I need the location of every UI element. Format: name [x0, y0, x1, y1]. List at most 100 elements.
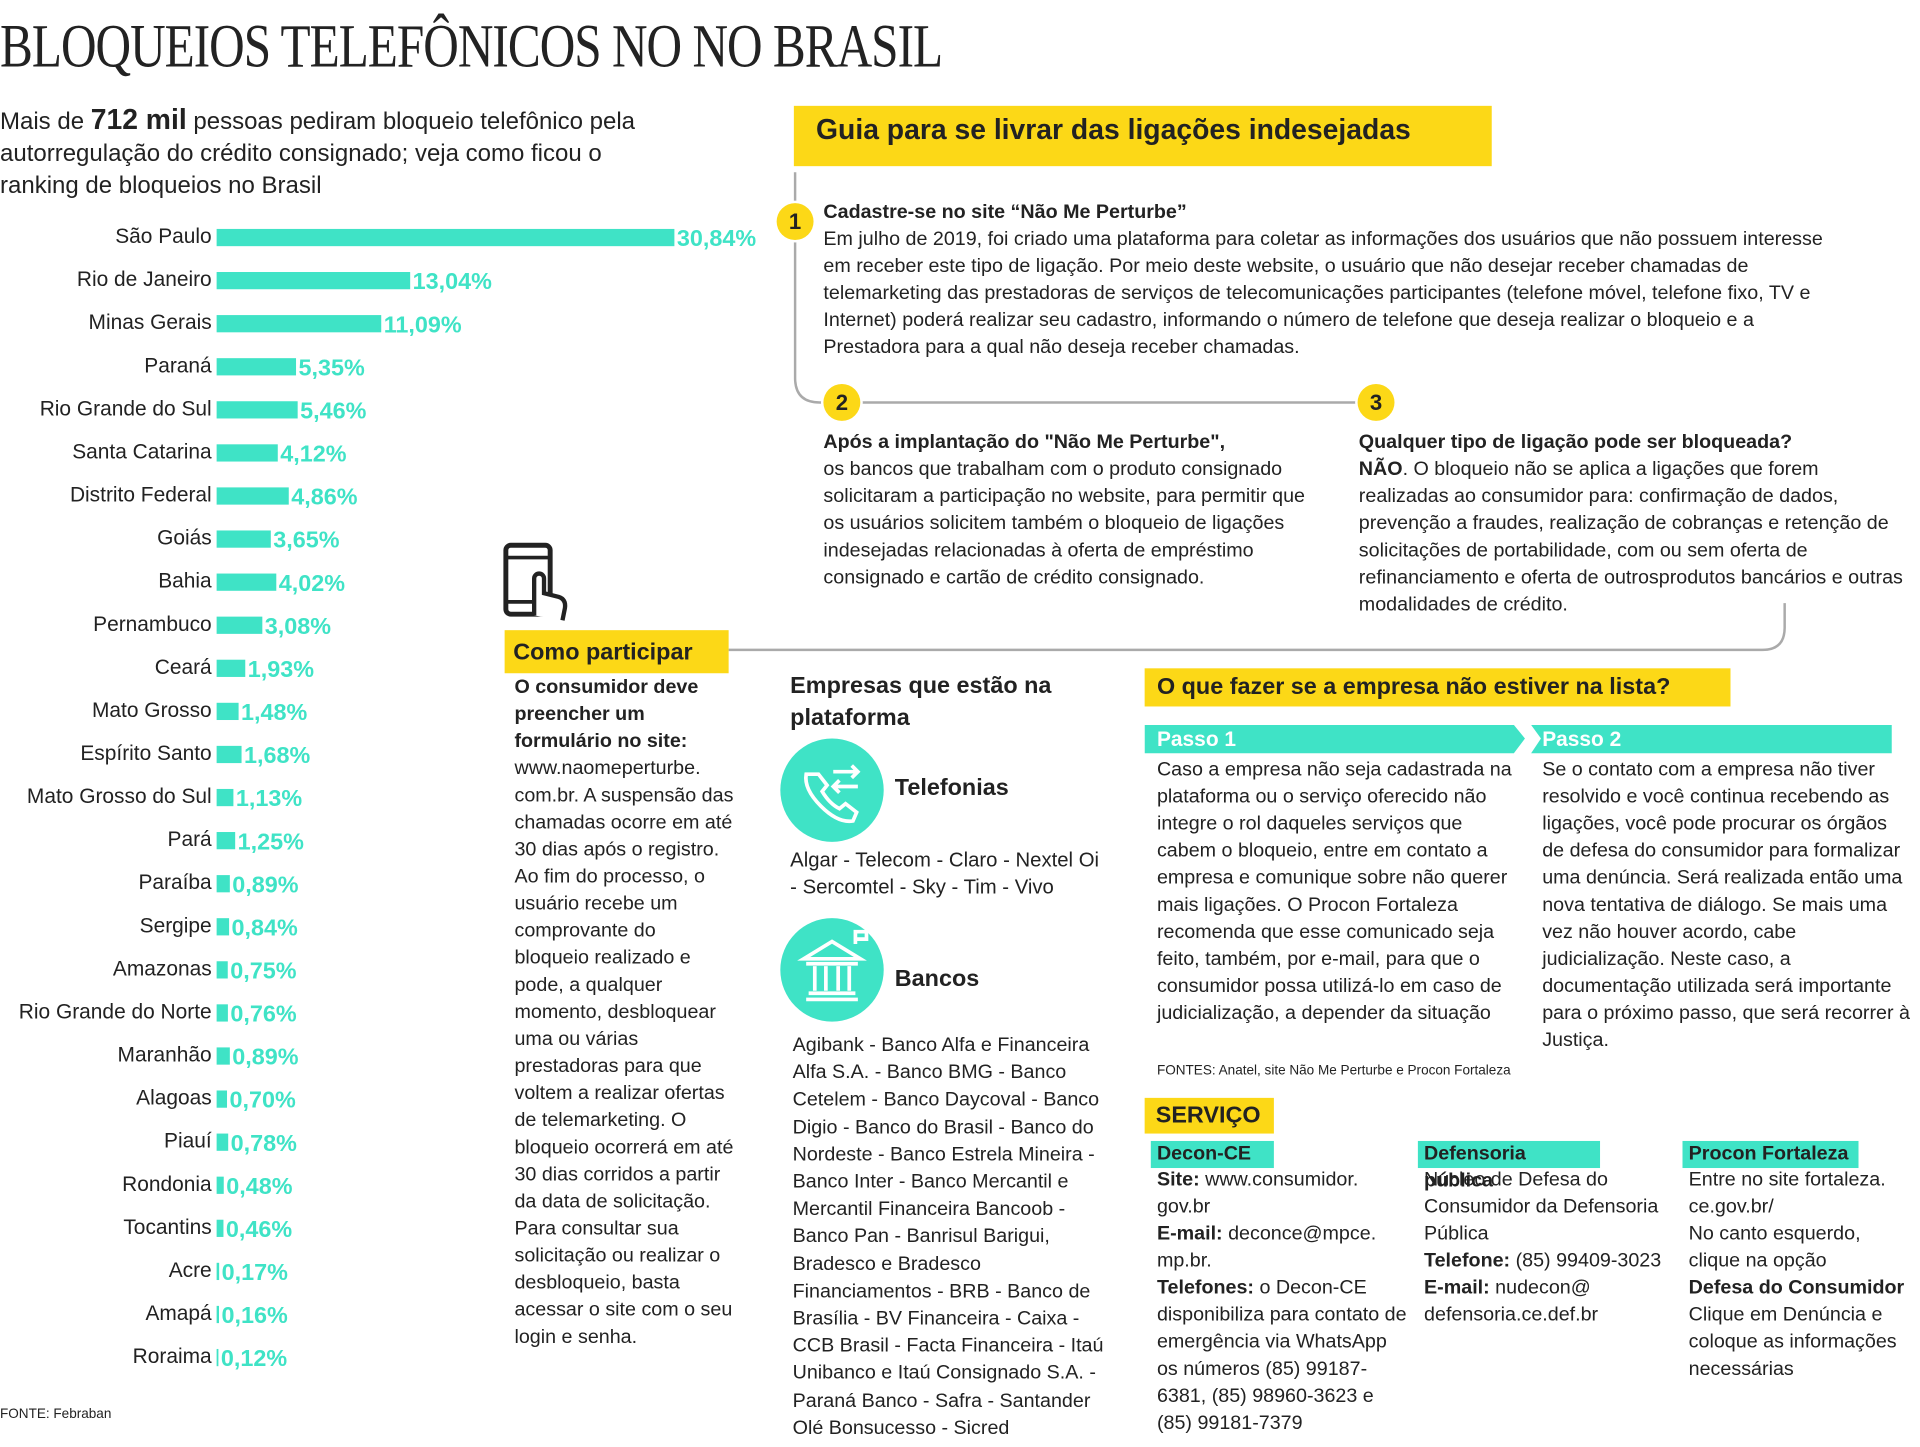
icon-shape: [804, 772, 859, 824]
bar: [216, 1133, 229, 1151]
value-label: 0,89%: [232, 871, 298, 897]
bar: [216, 1176, 224, 1194]
contact-item: No canto esquerdo, clique na opção: [1689, 1221, 1917, 1275]
bank-icon: [780, 918, 884, 1022]
value-label: 1,93%: [248, 656, 314, 682]
section-title: SERVIÇO: [1144, 1097, 1274, 1134]
column-body: Site: www.consumidor. gov.br E-mail: deco…: [1157, 1167, 1409, 1438]
value-label: 11,09%: [384, 311, 462, 337]
intro-highlight: 712 mil: [90, 103, 187, 136]
bar: [216, 1219, 224, 1237]
bar: [216, 530, 271, 548]
company-list: Algar - Telecom - Claro - Nextel Oi - Se…: [790, 849, 1100, 899]
bar: [216, 487, 289, 505]
value-label: 0,48%: [226, 1173, 292, 1199]
value-label: 0,75%: [230, 958, 296, 984]
contact-item: Núcleo de Defesa do Consumidor da Defens…: [1424, 1167, 1670, 1248]
value-label: 1,48%: [241, 699, 307, 725]
value-label: 1,68%: [244, 742, 310, 768]
category-label: Ceará: [155, 656, 212, 679]
bar: [216, 961, 228, 979]
banner: [1531, 724, 1892, 754]
contact-label: Telefones:: [1156, 1277, 1254, 1299]
contact-item: Telefones: o Decon-CE disponibiliza para…: [1157, 1275, 1409, 1437]
bar: [216, 358, 297, 376]
category-label: Santa Catarina: [72, 440, 212, 463]
contact-item: E-mail: nudecon@ defensoria.ce.def.br: [1424, 1275, 1670, 1329]
icon-bg: [780, 738, 884, 842]
contact-item: Defesa do Consumidor: [1689, 1275, 1917, 1302]
bar: [216, 702, 239, 721]
value-label: 13,04%: [413, 268, 492, 294]
step-lead: NÃO: [1358, 459, 1403, 481]
category-label: Distrito Federal: [70, 484, 212, 507]
category-label: Amapá: [145, 1302, 212, 1325]
value-label: 4,86%: [291, 484, 357, 510]
value-label: 0,70%: [229, 1087, 295, 1113]
step-number: 1: [776, 203, 814, 241]
connector: [793, 172, 1361, 404]
section-title: Como participar: [504, 630, 729, 674]
contact-label: Defesa do Consumidor: [1688, 1277, 1905, 1299]
contact-item: Telefone: (85) 99409-3023: [1424, 1248, 1670, 1275]
step-title: Cadastre-se no site “Não Me Perturbe”: [823, 201, 1187, 223]
phone-icon: [503, 542, 568, 621]
value-label: 5,46%: [300, 397, 366, 423]
category-label: Alagoas: [136, 1087, 212, 1110]
value-label: 0,12%: [221, 1345, 287, 1371]
value-label: 0,84%: [232, 914, 298, 940]
category-label: Mato Grosso: [92, 699, 212, 722]
contact-text: www.consumidor. gov.br: [1156, 1169, 1359, 1218]
source: FONTE: Febraban: [0, 1406, 112, 1422]
value-label: 1,13%: [236, 785, 302, 811]
category-label: Rondonia: [122, 1173, 212, 1196]
telecom-icon: [780, 738, 884, 842]
bar: [216, 228, 675, 247]
contact-text: nudecon@ defensoria.ce.def.br: [1424, 1277, 1599, 1326]
column-title: Defensoria pública: [1417, 1140, 1601, 1191]
category-label: Piauí: [164, 1130, 212, 1153]
category-label: Amazonas: [113, 957, 212, 980]
category-label: Pernambuco: [93, 613, 212, 636]
icon-bg: [780, 918, 884, 1022]
category-label: Pará: [168, 828, 213, 851]
source: FONTES: Anatel, site Não Me Perturbe e P…: [1156, 1063, 1511, 1079]
contact-item: Site: www.consumidor. gov.br: [1157, 1167, 1409, 1221]
category-label: Rio Grande do Norte: [19, 1000, 212, 1023]
step-text: . O bloqueio não se aplica a ligações qu…: [1358, 459, 1903, 616]
category-label: Paraná: [144, 354, 212, 377]
category-label: Sergipe: [140, 914, 212, 937]
intro-text: Mais de: [0, 108, 85, 136]
value-label: 30,84%: [677, 225, 756, 251]
bar: [216, 788, 234, 807]
contact-text: No canto esquerdo, clique na opção: [1688, 1223, 1861, 1272]
step-title: Após a implantação do "Não Me Perturbe",: [823, 432, 1226, 453]
connector: [728, 603, 1786, 652]
bar: [216, 745, 242, 764]
bar-chart: São Paulo 30,84% Rio de Janeiro 13,04% Minas…: [19, 225, 757, 1371]
value-label: 0,89%: [232, 1044, 298, 1070]
contact-text: Núcleo de Defesa do Consumidor da Defens…: [1424, 1169, 1659, 1245]
company-list: Agibank - Banco Alfa e Financeira Alfa S…: [792, 1035, 1104, 1439]
bar: [216, 444, 278, 462]
section-title: Empresas que estão na plataforma: [790, 673, 1052, 732]
bar: [216, 1305, 219, 1324]
value-label: 0,76%: [230, 1001, 296, 1027]
bar: [216, 1047, 230, 1065]
value-label: 0,46%: [226, 1216, 292, 1242]
column-body: Núcleo de Defesa do Consumidor da Defens…: [1424, 1167, 1670, 1329]
contact-label: Site:: [1156, 1169, 1200, 1191]
bar: [216, 1090, 228, 1108]
intro-text: pessoas pediram bloqueio telefônico pela…: [0, 108, 636, 200]
value-label: 0,17%: [222, 1259, 288, 1285]
category-label: Goiás: [157, 527, 212, 550]
value-label: 3,08%: [265, 613, 331, 639]
category-label: Bahia: [158, 570, 212, 593]
category-label: Rio de Janeiro: [77, 268, 212, 291]
value-label: 4,12%: [280, 441, 346, 467]
category-label: Mato Grosso do Sul: [27, 785, 212, 808]
title: BLOQUEIOS TELEFÔNICOS NO NO BRASIL: [0, 11, 943, 81]
category-label: Minas Gerais: [89, 311, 212, 334]
